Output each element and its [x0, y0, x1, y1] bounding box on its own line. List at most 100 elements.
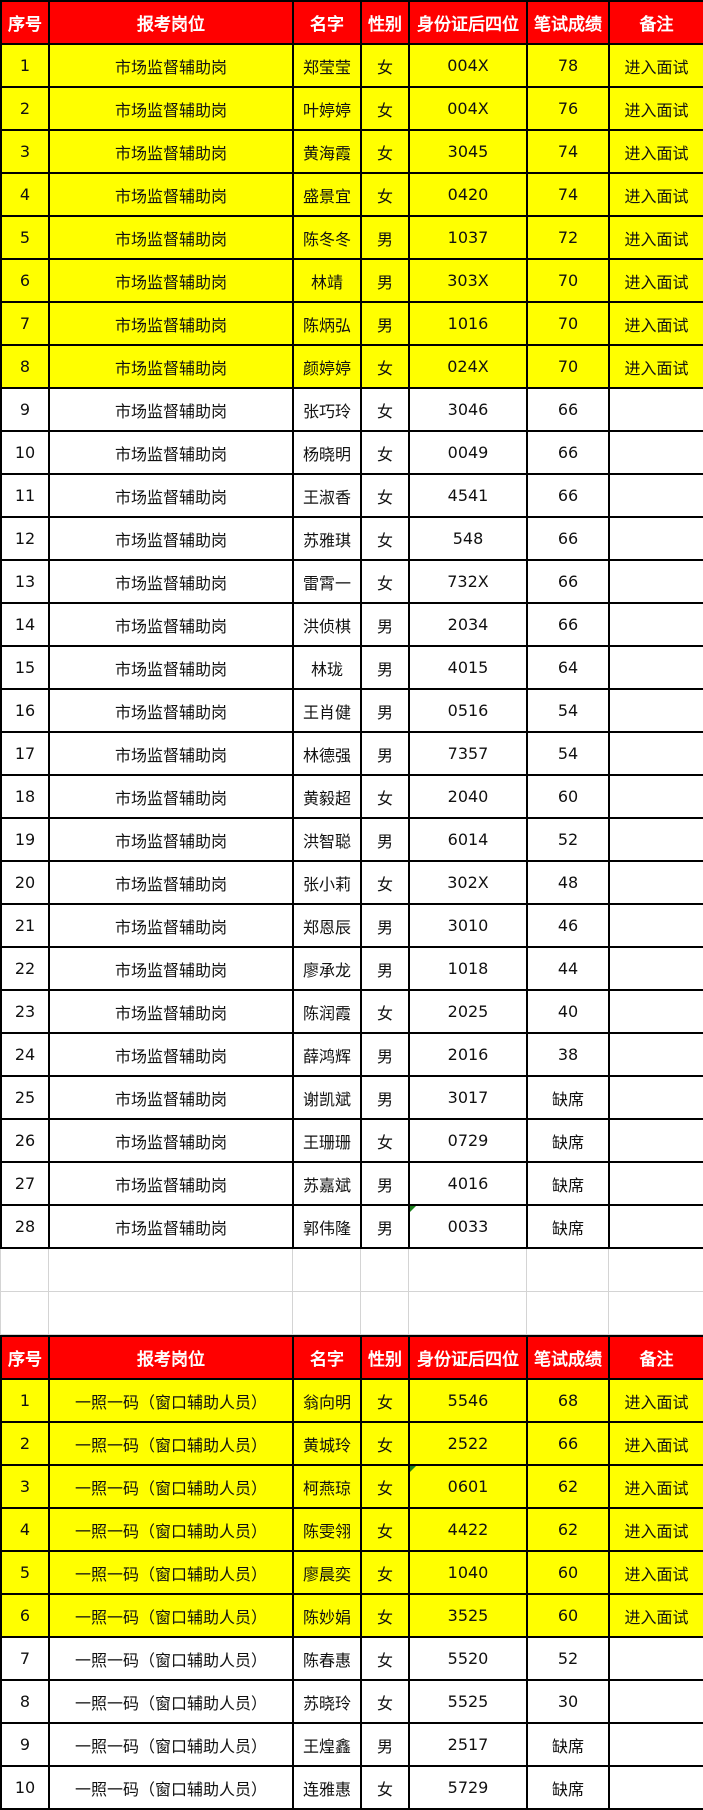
cell-gender[interactable]: 男 [361, 732, 409, 775]
cell-gender[interactable]: 男 [361, 1076, 409, 1119]
cell-id-last-four[interactable]: 5520 [409, 1637, 527, 1680]
cell-gender[interactable]: 女 [361, 44, 409, 87]
cell-remark[interactable] [609, 1637, 703, 1680]
cell-name[interactable]: 王肖健 [293, 689, 361, 732]
cell[interactable] [527, 1292, 609, 1335]
cell-name[interactable]: 林靖 [293, 259, 361, 302]
cell-position[interactable]: 一照一码（窗口辅助人员） [49, 1766, 293, 1809]
cell-id-last-four[interactable]: 1018 [409, 947, 527, 990]
cell-index[interactable]: 4 [1, 173, 49, 216]
cell-index[interactable]: 5 [1, 216, 49, 259]
cell-remark[interactable]: 进入面试 [609, 1508, 703, 1551]
cell-id-last-four[interactable]: 5729 [409, 1766, 527, 1809]
cell-index[interactable]: 12 [1, 517, 49, 560]
cell-position[interactable]: 一照一码（窗口辅助人员） [49, 1508, 293, 1551]
cell-index[interactable]: 27 [1, 1162, 49, 1205]
cell-name[interactable]: 陈妙娟 [293, 1594, 361, 1637]
cell-gender[interactable]: 女 [361, 1551, 409, 1594]
cell-name[interactable]: 苏嘉斌 [293, 1162, 361, 1205]
cell-id-last-four[interactable]: 4015 [409, 646, 527, 689]
cell-name[interactable]: 黄海霞 [293, 130, 361, 173]
cell-name[interactable]: 陈炳弘 [293, 302, 361, 345]
cell-name[interactable]: 杨晓明 [293, 431, 361, 474]
cell-name[interactable]: 连雅惠 [293, 1766, 361, 1809]
cell[interactable] [609, 1249, 703, 1292]
cell-position[interactable]: 市场监督辅助岗 [49, 173, 293, 216]
cell-gender[interactable]: 男 [361, 1723, 409, 1766]
cell-position[interactable]: 市场监督辅助岗 [49, 431, 293, 474]
cell-position[interactable]: 市场监督辅助岗 [49, 345, 293, 388]
cell-index[interactable]: 2 [1, 1422, 49, 1465]
cell-position[interactable]: 市场监督辅助岗 [49, 732, 293, 775]
cell-written-score[interactable]: 66 [527, 431, 609, 474]
cell-index[interactable]: 25 [1, 1076, 49, 1119]
cell-written-score[interactable]: 66 [527, 560, 609, 603]
cell-remark[interactable]: 进入面试 [609, 44, 703, 87]
cell-index[interactable]: 21 [1, 904, 49, 947]
cell-position[interactable]: 市场监督辅助岗 [49, 474, 293, 517]
cell-position[interactable]: 市场监督辅助岗 [49, 1119, 293, 1162]
cell-remark[interactable] [609, 1723, 703, 1766]
cell-id-last-four[interactable]: 5525 [409, 1680, 527, 1723]
cell-name[interactable]: 盛景宜 [293, 173, 361, 216]
cell-name[interactable]: 黄城玲 [293, 1422, 361, 1465]
cell-index[interactable]: 6 [1, 1594, 49, 1637]
cell-id-last-four[interactable]: 0420 [409, 173, 527, 216]
cell-name[interactable]: 陈雯翎 [293, 1508, 361, 1551]
cell-remark[interactable]: 进入面试 [609, 173, 703, 216]
cell-remark[interactable]: 进入面试 [609, 1422, 703, 1465]
cell-written-score[interactable]: 70 [527, 345, 609, 388]
cell-remark[interactable] [609, 517, 703, 560]
cell-id-last-four[interactable]: 3525 [409, 1594, 527, 1637]
cell-id-last-four[interactable]: 3045 [409, 130, 527, 173]
cell-index[interactable]: 24 [1, 1033, 49, 1076]
cell-gender[interactable]: 女 [361, 130, 409, 173]
cell-remark[interactable]: 进入面试 [609, 1594, 703, 1637]
cell-id-last-four[interactable]: 732X [409, 560, 527, 603]
cell-name[interactable]: 陈春惠 [293, 1637, 361, 1680]
cell-id-last-four[interactable]: 0516 [409, 689, 527, 732]
cell-id-last-four[interactable]: 7357 [409, 732, 527, 775]
cell-id-last-four[interactable]: 2517 [409, 1723, 527, 1766]
cell-index[interactable]: 26 [1, 1119, 49, 1162]
cell-name[interactable]: 苏晓玲 [293, 1680, 361, 1723]
cell-remark[interactable] [609, 474, 703, 517]
cell-index[interactable]: 18 [1, 775, 49, 818]
cell-written-score[interactable]: 70 [527, 259, 609, 302]
cell-position[interactable]: 市场监督辅助岗 [49, 904, 293, 947]
cell-index[interactable]: 13 [1, 560, 49, 603]
cell-remark[interactable] [609, 1680, 703, 1723]
cell[interactable] [49, 1292, 293, 1335]
cell-written-score[interactable]: 68 [527, 1379, 609, 1422]
cell-remark[interactable] [609, 1076, 703, 1119]
cell-index[interactable]: 1 [1, 1379, 49, 1422]
cell-gender[interactable]: 女 [361, 474, 409, 517]
cell-position[interactable]: 市场监督辅助岗 [49, 603, 293, 646]
cell-gender[interactable]: 女 [361, 1680, 409, 1723]
cell-id-last-four[interactable]: 2016 [409, 1033, 527, 1076]
cell-name[interactable]: 陈润霞 [293, 990, 361, 1033]
cell-name[interactable]: 郭伟隆 [293, 1205, 361, 1248]
cell-name[interactable]: 廖承龙 [293, 947, 361, 990]
cell[interactable] [409, 1292, 527, 1335]
cell[interactable] [361, 1249, 409, 1292]
cell-written-score[interactable]: 66 [527, 388, 609, 431]
cell-written-score[interactable]: 60 [527, 1551, 609, 1594]
cell-gender[interactable]: 女 [361, 1465, 409, 1508]
cell-position[interactable]: 市场监督辅助岗 [49, 1033, 293, 1076]
cell-name[interactable]: 廖晨奕 [293, 1551, 361, 1594]
cell-index[interactable]: 7 [1, 302, 49, 345]
cell-gender[interactable]: 女 [361, 861, 409, 904]
cell-remark[interactable]: 进入面试 [609, 216, 703, 259]
cell-remark[interactable] [609, 1033, 703, 1076]
cell-remark[interactable]: 进入面试 [609, 302, 703, 345]
cell-position[interactable]: 一照一码（窗口辅助人员） [49, 1723, 293, 1766]
cell-position[interactable]: 一照一码（窗口辅助人员） [49, 1379, 293, 1422]
cell-position[interactable]: 市场监督辅助岗 [49, 216, 293, 259]
cell-name[interactable]: 薛鸿辉 [293, 1033, 361, 1076]
cell-name[interactable]: 王淑香 [293, 474, 361, 517]
cell-position[interactable]: 市场监督辅助岗 [49, 302, 293, 345]
cell-id-last-four[interactable]: 4422 [409, 1508, 527, 1551]
cell-written-score[interactable]: 62 [527, 1465, 609, 1508]
cell-written-score[interactable]: 66 [527, 474, 609, 517]
